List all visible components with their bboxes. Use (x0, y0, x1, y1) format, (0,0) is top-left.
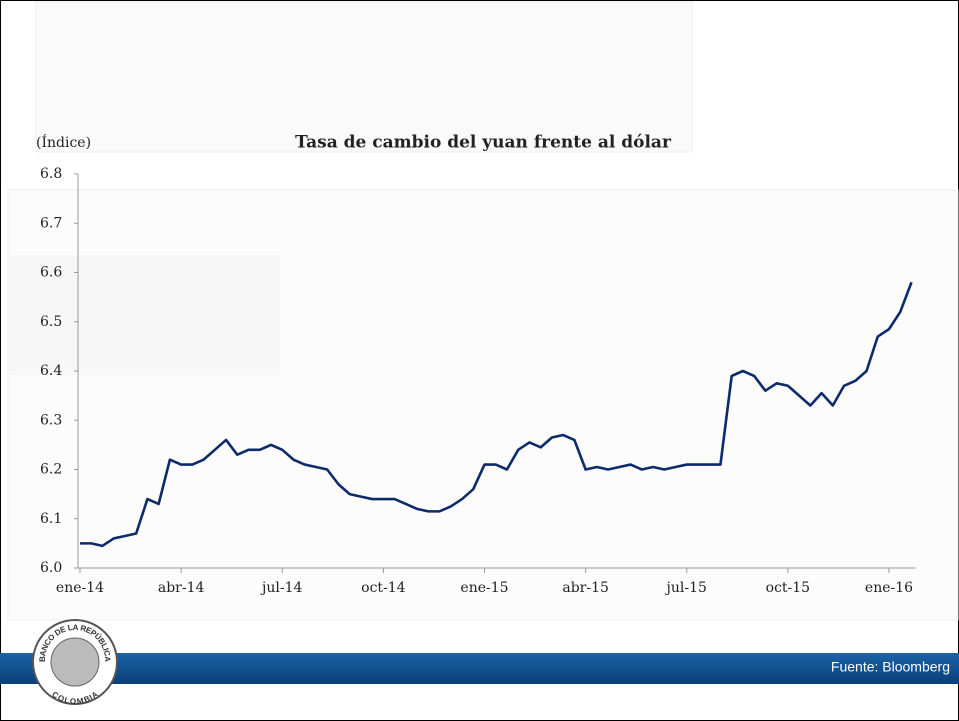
x-tick-label: jul-15 (665, 580, 707, 596)
bg-panel (8, 255, 280, 375)
y-tick-label: 6.3 (40, 412, 62, 428)
bg-panel (35, 1, 693, 153)
y-tick-label: 6.2 (40, 462, 62, 478)
source-note: Fuente: Bloomberg (831, 659, 950, 675)
y-tick-label: 6.5 (40, 314, 62, 330)
x-tick-label: ene-14 (56, 580, 104, 596)
y-axis-label: (Índice) (36, 133, 91, 151)
y-tick-label: 6.7 (40, 215, 62, 231)
y-tick-label: 6.0 (40, 560, 62, 576)
x-tick-label: abr-15 (562, 580, 609, 596)
chart-title: Tasa de cambio del yuan frente al dólar (295, 133, 672, 153)
y-tick-label: 6.8 (40, 166, 62, 182)
footer-band (0, 653, 959, 684)
x-tick-label: abr-14 (158, 580, 205, 596)
data-line (80, 281, 913, 548)
x-tick-label: oct-14 (361, 580, 406, 596)
x-tick-label: ene-16 (865, 580, 913, 596)
logo-emblem (50, 637, 100, 687)
plot: 6.0 6.1 6.2 6.3 6.4 6.5 6.6 6.7 6.8 ene-14 abr-14 j… (40, 166, 916, 596)
y-tick-label: 6.1 (40, 511, 62, 527)
x-tick-label: oct-15 (766, 580, 810, 596)
bg-panel (7, 189, 959, 621)
x-tick-label: ene-15 (460, 580, 508, 596)
y-tick-label: 6.6 (40, 265, 62, 281)
logo: BANCO DE LA REPÚBLICA COLOMBIA (32, 619, 118, 706)
x-tick-label: jul-14 (260, 580, 302, 596)
y-tick-label: 6.4 (40, 363, 62, 379)
